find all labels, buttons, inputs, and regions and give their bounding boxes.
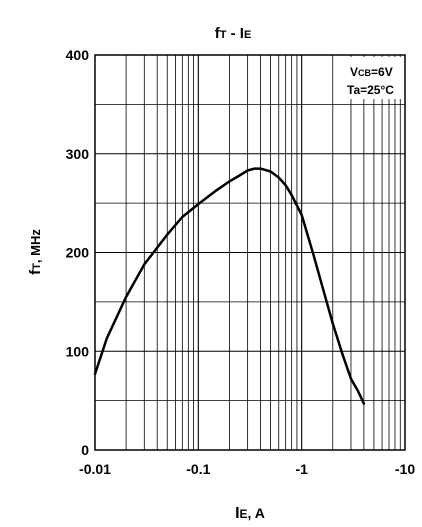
- grid: [95, 55, 405, 450]
- y-tick-label: 400: [66, 47, 90, 63]
- chart-title: fT - IE: [215, 25, 252, 42]
- x-tick-label: -0.1: [186, 461, 210, 477]
- annotation-box: [342, 57, 404, 99]
- y-tick-label: 0: [81, 442, 89, 458]
- x-tick-label: -1: [295, 461, 308, 477]
- y-tick-label: 300: [66, 146, 90, 162]
- series-line-ft: [93, 167, 366, 405]
- x-tick-label: -10: [395, 461, 415, 477]
- conditions-annotation: VCB=6V Ta=25°C: [342, 57, 404, 99]
- y-tick-labels: 0 100 200 300 400: [66, 47, 90, 458]
- annotation-line-ta: Ta=25°C: [347, 83, 394, 97]
- plot-area-frame: [94, 54, 406, 451]
- annotation-line-vcb: VCB=6V: [350, 65, 393, 79]
- x-tick-label: -0.01: [79, 461, 111, 477]
- y-axis-label: fT, MHz: [27, 229, 44, 275]
- y-tick-label: 100: [66, 343, 90, 359]
- x-axis-label: IE, A: [235, 505, 265, 522]
- x-tick-labels: -0.01 -0.1 -1 -10: [79, 461, 415, 477]
- y-tick-label: 200: [66, 245, 90, 261]
